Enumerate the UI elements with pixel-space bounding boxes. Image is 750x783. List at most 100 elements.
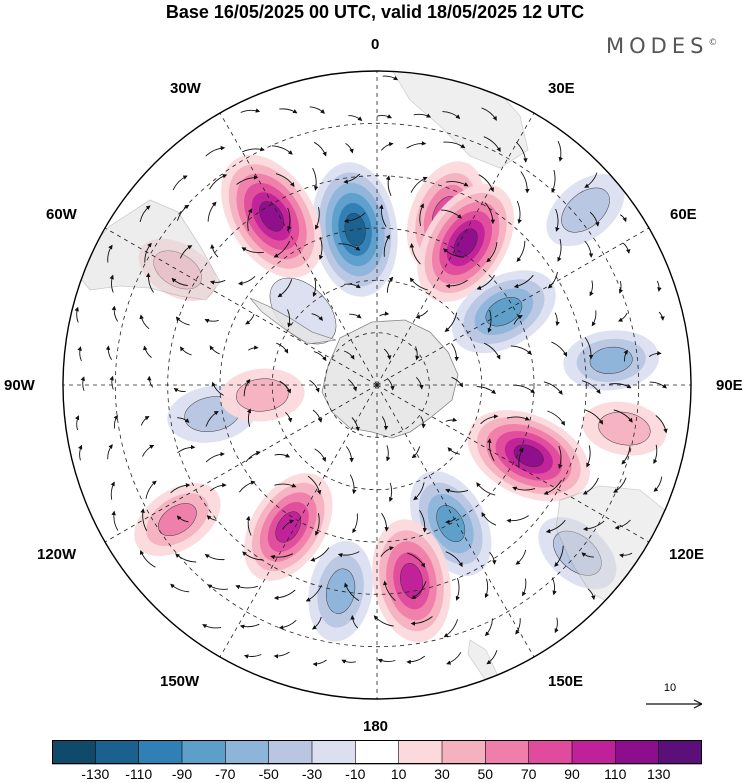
- wind-vector: [241, 146, 265, 153]
- wind-vector: [171, 277, 188, 286]
- wind-vector: [515, 549, 527, 565]
- wind-vector: [211, 381, 224, 396]
- wind-vector: [245, 515, 252, 536]
- wind-vector: [406, 655, 426, 665]
- wind-vector: [245, 313, 255, 325]
- wind-vector: [443, 141, 466, 149]
- wind-vector: [484, 578, 489, 599]
- wind-vector: [413, 482, 425, 501]
- wind-vector: [554, 312, 560, 327]
- wind-vector: [543, 479, 562, 495]
- wind-vector: [173, 387, 186, 393]
- wind-vector: [379, 311, 390, 317]
- wind-vector: [282, 519, 295, 530]
- wind-vector: [80, 376, 85, 392]
- colorbar-tick-label: 130: [647, 766, 671, 782]
- anomaly-cell: [221, 154, 323, 278]
- wind-vector: [445, 517, 457, 525]
- wind-vector: [653, 444, 658, 465]
- colorbar-frame: [52, 740, 702, 764]
- wind-vector: [273, 651, 290, 659]
- wind-vector: [373, 615, 394, 627]
- wind-vector: [313, 141, 327, 157]
- wind-vector: [312, 409, 323, 423]
- wind-vector: [513, 384, 535, 394]
- wind-vector: [312, 167, 319, 191]
- wind-vector: [243, 378, 251, 397]
- colorbar-segment: [138, 740, 183, 765]
- wind-vector: [513, 315, 523, 325]
- colorbar-segment: [658, 740, 702, 765]
- wind-vector: [518, 447, 524, 468]
- wind-vector: [480, 414, 499, 425]
- wind-vector: [419, 510, 428, 533]
- reference-vector-label: 10: [663, 682, 677, 694]
- wind-vector: [582, 477, 599, 495]
- wind-vector: [348, 115, 363, 121]
- anomaly-cell: [467, 410, 590, 502]
- wind-vector: [648, 350, 662, 357]
- wind-vector: [551, 341, 568, 357]
- wind-vector: [140, 416, 150, 426]
- wind-vector: [351, 417, 360, 432]
- wind-vector: [310, 547, 330, 562]
- wind-vector: [245, 450, 261, 463]
- wind-vector: [520, 171, 530, 194]
- wind-vector: [476, 274, 495, 290]
- wind-vector: [381, 416, 389, 431]
- wind-vector: [623, 349, 628, 362]
- colorbar-segment: [485, 740, 530, 765]
- anomaly-cell: [308, 540, 373, 642]
- wind-vector: [584, 337, 594, 360]
- wind-vector: [179, 245, 193, 259]
- wind-vector: [486, 242, 498, 263]
- wind-vector: [481, 512, 497, 526]
- wind-vector: [413, 113, 432, 118]
- anomaly-cell: [546, 173, 625, 247]
- wind-vector: [343, 283, 361, 289]
- anomaly-cell: [563, 330, 660, 391]
- wind-vector: [139, 205, 151, 223]
- colorbar-tick-label: -30: [301, 766, 323, 782]
- wind-vector: [109, 375, 114, 390]
- anomaly-cell: [244, 473, 333, 581]
- colorbar-segment: [615, 740, 660, 765]
- wind-vector: [554, 617, 559, 634]
- wind-vector: [315, 207, 320, 230]
- wind-vector: [442, 111, 461, 119]
- colorbar-tick-label: 30: [434, 766, 450, 782]
- lon-label-120w: 120W: [37, 546, 77, 563]
- colorbar-segment: [571, 740, 616, 765]
- brand-mark: ©: [708, 38, 718, 48]
- wind-vector: [305, 584, 322, 602]
- wind-vector: [451, 343, 459, 362]
- lon-label-60w: 60W: [46, 206, 77, 223]
- wind-vector: [585, 409, 604, 425]
- wind-vector: [175, 553, 197, 563]
- wind-vector: [510, 345, 532, 355]
- wind-vector: [349, 474, 357, 495]
- wind-vector: [107, 444, 113, 460]
- wind-vector: [78, 444, 83, 461]
- wind-vector: [242, 551, 264, 561]
- wind-vector: [312, 659, 327, 667]
- wind-vector: [380, 546, 395, 557]
- lon-label-180: 180: [363, 718, 389, 735]
- graticule: [63, 71, 691, 699]
- colorbar: [52, 740, 702, 765]
- wind-vector: [236, 175, 259, 185]
- wind-vector: [522, 578, 527, 597]
- wind-vector: [446, 651, 462, 665]
- colorbar-segment: [311, 740, 356, 765]
- colorbar-tick-label: 50: [477, 766, 494, 782]
- wind-vector: [489, 551, 497, 565]
- lon-label-90w: 90W: [4, 377, 35, 394]
- wind-vector: [205, 451, 225, 463]
- wind-vector: [445, 417, 458, 422]
- wind-vector: [311, 313, 323, 322]
- wind-vector: [343, 173, 361, 184]
- wind-vector: [287, 309, 292, 328]
- wind-vector: [209, 345, 220, 355]
- wind-vector: [613, 409, 633, 423]
- wind-vector: [415, 376, 424, 390]
